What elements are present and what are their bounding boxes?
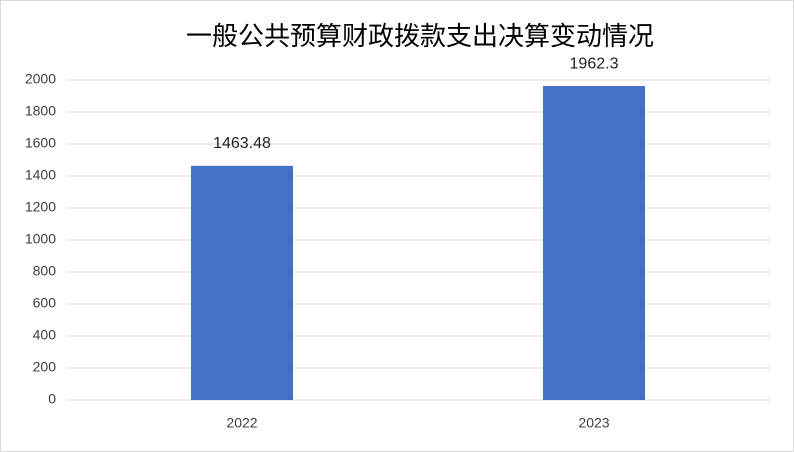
bar [190,165,294,400]
chart-title: 一般公共预算财政拨款支出决算变动情况 [186,22,654,52]
data-label: 1962.3 [570,55,619,72]
y-tick-label: 1400 [25,167,56,183]
data-label: 1463.48 [213,135,271,152]
y-tick-label: 200 [33,359,57,375]
y-tick-label: 1600 [25,135,56,151]
y-tick-label: 1000 [25,231,56,247]
y-tick-label: 2000 [25,71,56,87]
y-tick-label: 1200 [25,199,56,215]
y-tick-label: 600 [33,295,57,311]
x-tick-label: 2023 [578,415,609,431]
x-tick-label: 2022 [226,415,257,431]
y-tick-label: 400 [33,327,57,343]
y-tick-label: 0 [48,391,56,407]
bar [542,86,646,401]
y-tick-label: 800 [33,263,57,279]
y-tick-label: 1800 [25,103,56,119]
